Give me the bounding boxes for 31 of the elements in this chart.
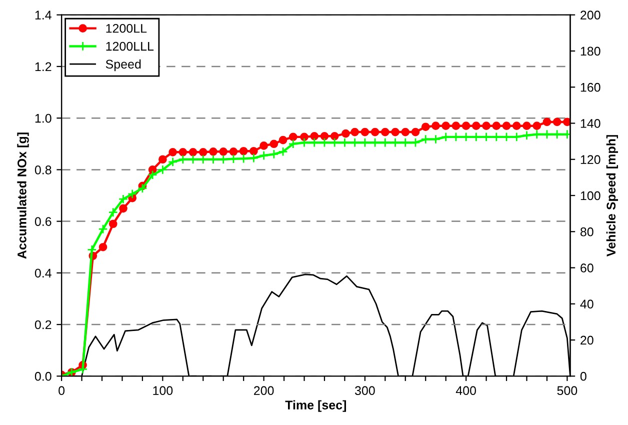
y2-tick-label: 120 — [580, 155, 600, 164]
legend-label: 1200LL — [106, 24, 147, 33]
y-tick-label: 0.4 — [34, 268, 52, 278]
x-tick-label: 200 — [254, 386, 274, 396]
y2-tick-label: 100 — [580, 191, 600, 200]
x-tick-label: 0 — [58, 386, 65, 396]
y-axis-title: Accumulated NOx [g] — [17, 132, 29, 259]
x-axis-title: Time [sec] — [285, 400, 346, 412]
y2-tick-label: 200 — [580, 10, 600, 20]
y-tick-label: 0.6 — [34, 217, 52, 226]
y2-axis-title: Vehicle Speed [mph] — [606, 135, 618, 257]
y-tick-label: 1.4 — [35, 10, 52, 20]
y-tick-label: 0.8 — [34, 165, 52, 174]
y2-tick-label: 180 — [580, 46, 600, 56]
y-tick-label: 1.2 — [35, 62, 52, 72]
y2-tick-label: 160 — [580, 82, 600, 92]
y-tick-label: 1.0 — [35, 114, 52, 123]
x-tick-label: 300 — [354, 386, 375, 396]
y2-tick-label: 60 — [580, 264, 594, 272]
x-tick-label: 400 — [456, 386, 476, 396]
y2-tick-label: 80 — [580, 227, 594, 236]
x-tick-label: 500 — [557, 386, 578, 396]
legend-label: Speed — [106, 59, 141, 72]
y2-tick-label: 40 — [580, 300, 594, 309]
y-tick-label: 0.0 — [34, 372, 52, 381]
y2-tick-label: 0 — [580, 372, 586, 381]
legend-label: 1200LLL — [106, 42, 154, 51]
y-tick-label: 0.2 — [34, 320, 52, 330]
y2-tick-label: 20 — [580, 336, 594, 345]
y2-tick-label: 140 — [580, 119, 600, 128]
x-tick-label: 100 — [153, 386, 173, 396]
